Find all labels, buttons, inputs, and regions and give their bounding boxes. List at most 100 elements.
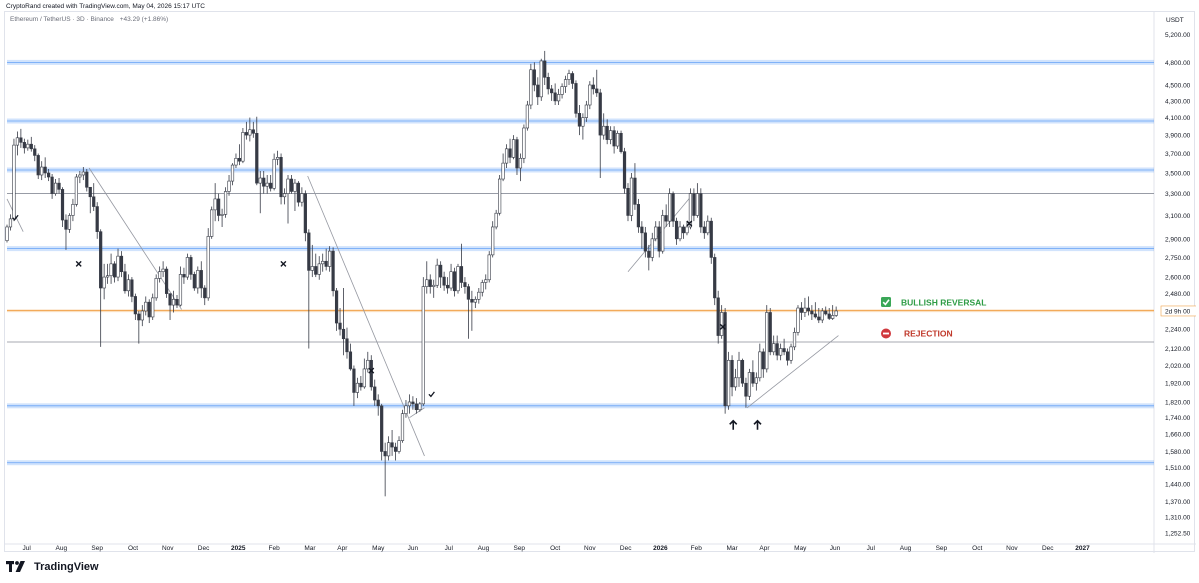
- tradingview-logo[interactable]: TradingView: [6, 561, 99, 573]
- time-tick-label: Jul: [867, 545, 876, 552]
- tradingview-icon: [6, 561, 25, 572]
- candle-up: [196, 270, 200, 289]
- check-mark-icon: [882, 299, 890, 306]
- price-tick-label: 1,660.00: [1165, 432, 1191, 439]
- candle-up: [477, 291, 481, 300]
- time-tick-label: Dec: [198, 545, 210, 552]
- time-tick-label: Jun: [408, 545, 419, 552]
- candle-up: [248, 129, 252, 136]
- candle-up: [779, 348, 783, 356]
- candle-up: [282, 193, 287, 198]
- candle-up: [567, 73, 571, 80]
- price-tick-label: 3,700.00: [1165, 151, 1191, 158]
- candle-up: [321, 260, 325, 265]
- rejection-label: REJECTION: [904, 329, 953, 339]
- price-tick-label: 2,240.00: [1165, 327, 1191, 334]
- candle-down: [817, 316, 821, 321]
- candle-down: [636, 204, 640, 228]
- candle-up: [737, 359, 741, 379]
- candle-up: [418, 403, 422, 411]
- candle-down: [99, 231, 103, 289]
- candle-down: [199, 270, 203, 289]
- candle-down: [442, 276, 446, 286]
- price-tick-label: 2,750.00: [1165, 255, 1191, 262]
- candle-down: [730, 359, 734, 388]
- candle-down: [674, 220, 679, 240]
- candle-down: [813, 313, 817, 318]
- candle-down: [622, 151, 627, 189]
- candle-down: [182, 274, 186, 278]
- price-axis: 5,200.00 4,800.00 4,500.00 4,300.00 4,100.00…: [1160, 32, 1196, 537]
- candle-up: [171, 299, 176, 306]
- candle-down: [702, 226, 706, 234]
- candle-down: [352, 368, 356, 393]
- price-tick-label: 1,820.00: [1165, 399, 1191, 406]
- cross-marker-icon: [368, 367, 375, 374]
- time-tick-label: Jun: [830, 545, 841, 552]
- candle-down: [348, 351, 353, 370]
- candle-up: [210, 209, 214, 237]
- currency-label: USDT: [1166, 17, 1184, 24]
- candle-up: [241, 132, 245, 162]
- candle-up: [275, 157, 280, 160]
- candle-up: [185, 257, 189, 278]
- candle-down: [338, 322, 342, 330]
- candle-up: [151, 297, 155, 318]
- price-tick-label: 2,600.00: [1165, 275, 1191, 282]
- candle-down: [699, 193, 703, 228]
- price-tick-label: 3,900.00: [1165, 133, 1191, 140]
- candle-up: [26, 143, 30, 149]
- candle-up: [407, 401, 412, 407]
- price-tick-label: 4,500.00: [1165, 82, 1191, 89]
- candle-down: [428, 279, 432, 287]
- time-tick-label: 2027: [1075, 545, 1090, 552]
- time-tick-label: Sep: [91, 545, 103, 552]
- price-change: +43.29 (+1.86%): [119, 16, 169, 23]
- time-tick-label: Jul: [445, 545, 454, 552]
- price-tick-label: 4,800.00: [1165, 60, 1191, 67]
- candle-up: [522, 127, 526, 159]
- price-tick-label: 4,300.00: [1165, 98, 1191, 105]
- chart-frame[interactable]: BULLISH REVERSAL REJECTION 5,200.00 4,800…: [4, 11, 1196, 553]
- candle-up: [581, 117, 585, 127]
- time-tick-label: Feb: [691, 545, 703, 552]
- candle-down: [189, 257, 193, 275]
- price-tick-label: 3,500.00: [1165, 170, 1191, 177]
- time-tick-label: Oct: [128, 545, 138, 552]
- candle-up: [609, 130, 613, 140]
- time-tick-label: 2025: [231, 545, 246, 552]
- candle-down: [203, 287, 207, 299]
- time-tick-label: Dec: [1042, 545, 1054, 552]
- price-tick-label: 4,100.00: [1165, 115, 1191, 122]
- candle-up: [661, 215, 665, 252]
- candle-up: [435, 264, 439, 286]
- candle-up: [5, 226, 9, 241]
- price-tick-label: 2,480.00: [1165, 291, 1191, 298]
- candle-up: [81, 171, 85, 176]
- price-tick-label: 2,120.00: [1165, 346, 1191, 353]
- candle-down: [550, 88, 554, 94]
- candle-down: [574, 83, 578, 114]
- candle-up: [106, 275, 110, 278]
- candle-up: [116, 255, 120, 278]
- time-tick-label: Aug: [900, 545, 912, 552]
- candle-down: [57, 182, 61, 190]
- candle-up: [747, 372, 752, 397]
- candle-up: [355, 382, 359, 393]
- candle-down: [175, 299, 179, 306]
- price-tick-label: 2,020.00: [1165, 363, 1191, 370]
- price-tick-label: 1,440.00: [1165, 481, 1191, 488]
- cross-marker-icon: [75, 260, 82, 267]
- price-tick-label: 1,252.50: [1165, 530, 1191, 537]
- candle-up: [328, 250, 332, 267]
- candle-up: [362, 368, 366, 388]
- candle-up: [40, 166, 44, 176]
- time-tick-label: Dec: [620, 545, 632, 552]
- candle-up: [525, 104, 529, 129]
- candle-up: [685, 226, 689, 234]
- candle-up: [272, 158, 276, 189]
- price-chart[interactable]: BULLISH REVERSAL REJECTION 5,200.00 4,800…: [5, 12, 1196, 553]
- candle-down: [605, 125, 609, 140]
- candle-down: [543, 60, 547, 78]
- candle-up: [310, 266, 314, 271]
